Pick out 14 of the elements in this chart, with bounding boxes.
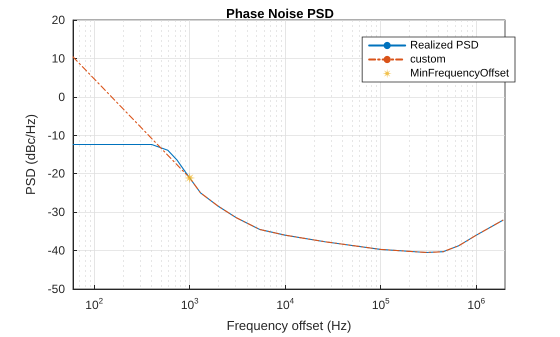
y-axis-title: PSD (dBc/Hz) — [22, 114, 38, 195]
y-tick-label: -20 — [48, 166, 66, 181]
y-tick-label: -40 — [48, 244, 66, 258]
y-tick-label: 0 — [58, 90, 66, 104]
x-axis-title: Frequency offset (Hz) — [226, 318, 352, 333]
y-tick-label: 20 — [52, 13, 66, 27]
legend-label: Realized PSD — [410, 40, 479, 52]
y-tick-label: -30 — [48, 205, 66, 220]
legend-label: MinFrequencyOffset — [410, 68, 510, 80]
chart-title: Phase Noise PSD — [226, 6, 334, 21]
y-tick-label: -10 — [48, 128, 66, 142]
y-tick-label: -50 — [48, 282, 66, 296]
legend-label: custom — [410, 54, 446, 66]
y-tick-label: 10 — [52, 51, 66, 66]
